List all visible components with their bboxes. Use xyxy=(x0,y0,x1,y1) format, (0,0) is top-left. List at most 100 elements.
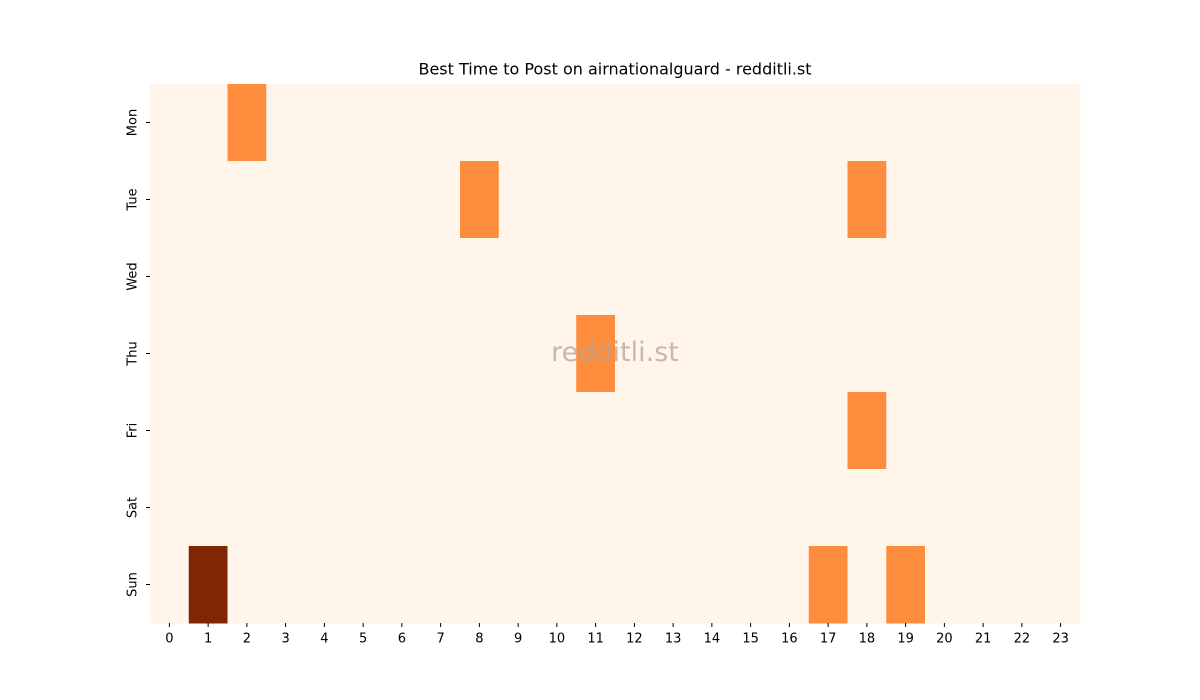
heat-cell xyxy=(305,84,345,162)
heat-cell xyxy=(460,84,500,162)
heat-cell xyxy=(382,469,422,547)
heat-cell xyxy=(847,469,887,547)
heat-cell xyxy=(498,469,538,547)
heat-cell xyxy=(576,392,616,470)
x-tick-label: 8 xyxy=(475,632,483,647)
heat-cell xyxy=(770,238,810,316)
x-tick-label: 10 xyxy=(549,632,566,647)
heat-cell xyxy=(266,238,306,316)
heat-cell xyxy=(188,392,228,470)
heat-cell xyxy=(808,546,848,624)
heat-cell xyxy=(150,546,190,624)
heat-cell xyxy=(382,238,422,316)
heat-cell xyxy=(692,238,732,316)
heat-cell xyxy=(188,469,228,547)
heat-cell xyxy=(886,546,926,624)
heat-cell xyxy=(847,238,887,316)
heat-cell xyxy=(886,392,926,470)
heat-cell xyxy=(576,546,616,624)
heat-cell xyxy=(963,161,1003,239)
heat-cell xyxy=(421,161,461,239)
heat-cell xyxy=(188,238,228,316)
heat-cell xyxy=(227,469,267,547)
heat-cell xyxy=(1002,238,1042,316)
x-tick-label: 5 xyxy=(359,632,367,647)
heat-cell xyxy=(1002,546,1042,624)
heat-cell xyxy=(731,315,771,393)
heat-cell xyxy=(576,161,616,239)
heat-cell xyxy=(421,392,461,470)
heat-cell xyxy=(847,161,887,239)
heat-cell xyxy=(615,84,655,162)
heat-cell xyxy=(343,315,383,393)
heat-cell xyxy=(808,315,848,393)
heat-cell xyxy=(576,84,616,162)
x-tick-label: 23 xyxy=(1052,632,1069,647)
heat-cell xyxy=(692,84,732,162)
heat-cell xyxy=(692,315,732,393)
heat-cell xyxy=(498,546,538,624)
heat-cell xyxy=(1041,392,1081,470)
heat-cell xyxy=(498,238,538,316)
heat-cell xyxy=(150,392,190,470)
heat-cell xyxy=(227,161,267,239)
heat-cell xyxy=(305,161,345,239)
heat-cell xyxy=(305,238,345,316)
heat-cell xyxy=(537,392,577,470)
y-tick-label: Tue xyxy=(126,188,141,211)
y-tick-label: Sat xyxy=(126,497,141,518)
x-tick-label: 18 xyxy=(859,632,876,647)
heat-cell xyxy=(653,238,693,316)
heat-cell xyxy=(1002,161,1042,239)
heat-cell xyxy=(382,161,422,239)
heat-cell xyxy=(731,546,771,624)
heat-cell xyxy=(731,469,771,547)
heat-cell xyxy=(886,315,926,393)
x-tick-label: 0 xyxy=(165,632,173,647)
heat-cell xyxy=(1041,546,1081,624)
x-tick-label: 21 xyxy=(975,632,992,647)
heat-cell xyxy=(343,161,383,239)
heat-cell xyxy=(537,546,577,624)
heat-cell xyxy=(731,161,771,239)
heat-cell xyxy=(382,546,422,624)
heat-cell xyxy=(653,315,693,393)
heat-cell xyxy=(343,546,383,624)
heat-cell xyxy=(847,546,887,624)
heat-cell xyxy=(498,161,538,239)
heat-cell xyxy=(770,315,810,393)
heat-cell xyxy=(537,469,577,547)
heat-cell xyxy=(770,84,810,162)
heat-cell xyxy=(343,392,383,470)
heat-cell xyxy=(925,469,965,547)
heat-cell xyxy=(731,238,771,316)
heat-cell xyxy=(963,469,1003,547)
heat-cell xyxy=(653,392,693,470)
heat-cell xyxy=(770,546,810,624)
watermark: redditli.st xyxy=(551,337,679,368)
heat-cell xyxy=(963,546,1003,624)
heat-cell xyxy=(537,161,577,239)
heat-cell xyxy=(886,469,926,547)
heat-cell xyxy=(770,161,810,239)
heat-cell xyxy=(1002,84,1042,162)
heat-cell xyxy=(770,469,810,547)
x-tick-label: 19 xyxy=(897,632,914,647)
heat-cell xyxy=(925,315,965,393)
heat-cell xyxy=(847,392,887,470)
heat-cell xyxy=(382,392,422,470)
x-tick-label: 16 xyxy=(781,632,798,647)
heat-cell xyxy=(227,315,267,393)
heat-cell xyxy=(266,84,306,162)
heat-cell xyxy=(460,392,500,470)
heat-cell xyxy=(460,546,500,624)
heat-cell xyxy=(886,84,926,162)
heat-cell xyxy=(460,161,500,239)
heat-cell xyxy=(460,238,500,316)
heat-cell xyxy=(1041,315,1081,393)
heat-cell xyxy=(421,315,461,393)
heat-cell xyxy=(1002,469,1042,547)
heat-cell xyxy=(1041,469,1081,547)
heat-cell xyxy=(266,392,306,470)
